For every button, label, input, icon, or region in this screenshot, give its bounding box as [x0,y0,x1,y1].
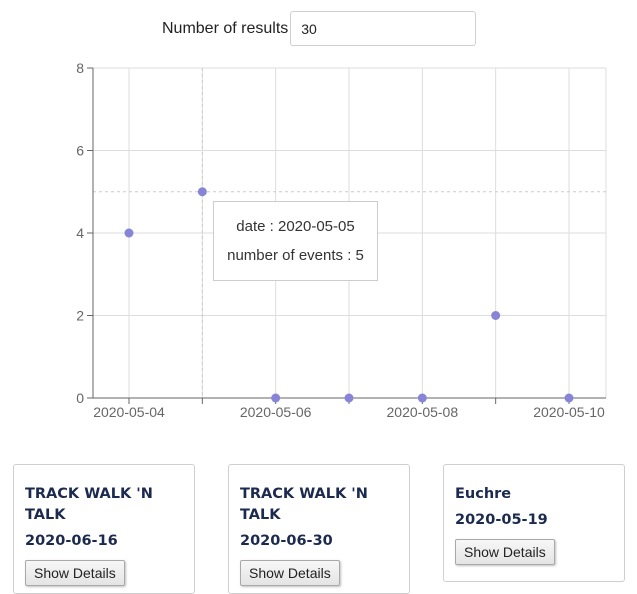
event-card-1: TRACK WALK 'N TALK 2020-06-16 Show Detai… [13,464,195,594]
tooltip-date: date : 2020-05-05 [236,218,355,235]
show-details-button[interactable]: Show Details [240,560,340,586]
event-title: Euchre [455,486,512,502]
x-tick-label: 2020-05-04 [93,404,165,420]
show-details-button[interactable]: Show Details [25,560,125,586]
y-tick-label: 4 [76,225,84,241]
chart-tooltip: date : 2020-05-05 number of events : 5 [213,201,378,281]
y-tick-label: 0 [76,390,84,406]
data-point [197,187,207,197]
show-details-button[interactable]: Show Details [455,539,555,565]
event-card-3: Euchre 2020-05-19 Show Details [443,464,625,582]
y-tick-label: 8 [76,60,84,76]
chart-grid [93,67,607,399]
data-point [491,311,501,320]
tooltip-count: number of events : 5 [227,247,364,264]
x-tick-label: 2020-05-10 [533,404,605,420]
data-point [124,228,134,238]
data-point [271,393,281,403]
event-card-2: TRACK WALK 'N TALK 2020-06-30 Show Detai… [228,464,410,594]
results-count-input[interactable] [290,11,477,46]
event-date: 2020-05-19 [455,512,548,528]
chart-points [124,187,574,403]
events-chart: 0 2 4 6 8 2020-05-04 2020-05-06 2020-05-08 2020-… [76,60,607,420]
x-tick-label: 2020-05-08 [387,404,459,420]
chart-axes: 0 2 4 6 8 2020-05-04 2020-05-06 2020-05-08 2020-… [76,60,606,420]
data-point [417,393,427,403]
results-control: Number of results [162,10,477,47]
event-date: 2020-06-30 [240,533,333,549]
event-date: 2020-06-16 [25,533,118,549]
event-title: TRACK WALK 'N TALK [240,486,368,523]
event-title: TRACK WALK 'N TALK [25,486,153,523]
y-tick-label: 6 [76,143,84,159]
x-tick-label: 2020-05-06 [240,404,312,420]
data-point [564,393,574,403]
data-point [344,393,354,403]
results-label: Number of results [162,19,289,37]
y-tick-label: 2 [76,308,84,324]
